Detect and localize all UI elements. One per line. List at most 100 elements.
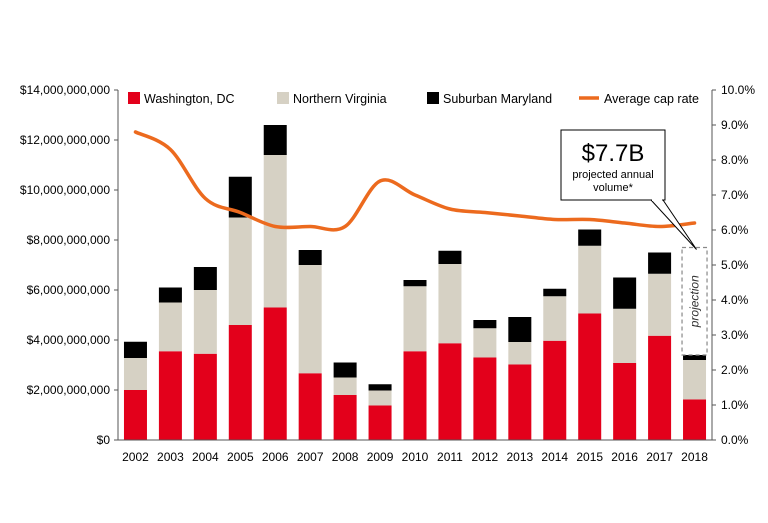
bar-2011-series-1 — [438, 264, 462, 344]
bar-2005-series-2 — [228, 176, 252, 218]
bar-2008-series-0 — [333, 395, 357, 440]
x-tick-label-2005: 2005 — [227, 450, 254, 464]
left-tick-label-1: $2,000,000,000 — [27, 383, 111, 397]
bar-2013-series-2 — [508, 317, 532, 342]
bar-2012-series-2 — [473, 320, 497, 329]
right-tick-label-9: 9.0% — [721, 118, 749, 132]
bar-2013-series-1 — [508, 342, 532, 365]
callout-line-1: projected annual — [572, 169, 653, 181]
bar-2004-series-2 — [193, 267, 217, 290]
projection-box — [681, 246, 708, 356]
bar-2014-series-2 — [543, 288, 567, 297]
x-tick-label-2018: 2018 — [681, 450, 708, 464]
right-tick-label-10: 10.0% — [721, 83, 755, 97]
bar-2006-series-1 — [263, 155, 287, 308]
bar-2007-series-0 — [298, 373, 322, 440]
line-layer — [133, 130, 697, 232]
right-tick-label-1: 1.0% — [721, 398, 749, 412]
bar-2005-series-0 — [228, 325, 252, 440]
x-tick-label-2015: 2015 — [576, 450, 603, 464]
bar-2010-series-0 — [403, 351, 427, 440]
bar-2006-series-2 — [263, 125, 287, 155]
legend: Washington, DC Northern Virginia Suburban … — [128, 92, 699, 106]
bar-2005-series-1 — [228, 217, 252, 325]
x-tick-label-2017: 2017 — [646, 450, 673, 464]
bar-2009-series-2 — [368, 384, 392, 391]
callout-line-2: volume* — [593, 182, 633, 194]
bar-2008-series-2 — [333, 362, 357, 378]
x-tick-label-2006: 2006 — [262, 450, 289, 464]
right-tick-label-4: 4.0% — [721, 293, 749, 307]
bars-layer — [123, 125, 707, 440]
right-tick-label-2: 2.0% — [721, 363, 749, 377]
callout-value: $7.7B — [582, 140, 645, 167]
bar-2017-series-0 — [648, 335, 672, 440]
bar-2004-series-0 — [193, 353, 217, 440]
legend-label-2: Suburban Maryland — [443, 92, 552, 106]
legend-swatch-0 — [128, 92, 140, 104]
bar-2017-series-1 — [648, 273, 672, 336]
bar-2002-series-2 — [123, 341, 147, 358]
bar-2012-series-1 — [473, 328, 497, 358]
bar-2002-series-1 — [123, 358, 147, 390]
x-tick-label-2003: 2003 — [157, 450, 184, 464]
bar-2013-series-0 — [508, 364, 532, 440]
left-tick-label-7: $14,000,000,000 — [20, 83, 110, 97]
x-tick-label-2016: 2016 — [611, 450, 638, 464]
line-average-cap-rate — [133, 130, 697, 232]
bar-2010-series-1 — [403, 286, 427, 352]
x-tick-label-2009: 2009 — [367, 450, 394, 464]
x-tick-label-2004: 2004 — [192, 450, 219, 464]
bar-2009-series-1 — [368, 390, 392, 406]
bar-2009-series-0 — [368, 405, 392, 440]
x-tick-label-2013: 2013 — [506, 450, 533, 464]
callout-box — [560, 129, 666, 201]
legend-swatch-1 — [277, 92, 289, 104]
left-tick-label-2: $4,000,000,000 — [27, 333, 111, 347]
bar-2004-series-1 — [193, 290, 217, 354]
x-tick-label-2002: 2002 — [122, 450, 149, 464]
axes-layer: $0 $2,000,000,000 $4,000,000,000 $6,000,000… — [20, 83, 755, 464]
bar-2008-series-1 — [333, 377, 357, 395]
right-tick-label-8: 8.0% — [721, 153, 749, 167]
bar-2017-series-2 — [648, 252, 672, 274]
right-tick-label-0: 0.0% — [721, 433, 749, 447]
bar-2016-series-0 — [613, 363, 637, 440]
x-tick-label-2011: 2011 — [437, 450, 463, 464]
left-tick-label-5: $10,000,000,000 — [20, 183, 110, 197]
left-tick-label-6: $12,000,000,000 — [20, 133, 110, 147]
callout-pointer-mask — [652, 199, 662, 201]
bar-2018-series-2 — [683, 355, 707, 360]
legend-swatch-2 — [427, 92, 439, 104]
bar-2018-series-0 — [683, 399, 707, 440]
bar-2011-series-2 — [438, 250, 462, 264]
x-tick-label-2007: 2007 — [297, 450, 324, 464]
bar-2016-series-1 — [613, 308, 637, 363]
bar-2018-series-1 — [683, 360, 707, 400]
projection-layer: projection — [681, 246, 708, 356]
right-tick-label-3: 3.0% — [721, 328, 749, 342]
bar-2010-series-2 — [403, 280, 427, 287]
bar-2003-series-2 — [158, 287, 182, 303]
legend-label-3: Average cap rate — [604, 92, 699, 106]
right-tick-label-6: 6.0% — [721, 223, 749, 237]
bar-2007-series-1 — [298, 265, 322, 374]
left-tick-label-3: $6,000,000,000 — [27, 283, 111, 297]
x-tick-label-2012: 2012 — [472, 450, 499, 464]
right-tick-label-7: 7.0% — [721, 188, 749, 202]
left-tick-label-0: $0 — [97, 433, 111, 447]
bar-2003-series-1 — [158, 302, 182, 352]
legend-label-1: Northern Virginia — [293, 92, 387, 106]
x-tick-label-2008: 2008 — [332, 450, 359, 464]
bar-2016-series-2 — [613, 277, 637, 309]
bar-2006-series-0 — [263, 307, 287, 440]
bar-2002-series-0 — [123, 390, 147, 440]
projection-label: projection — [688, 275, 702, 328]
x-tick-label-2014: 2014 — [541, 450, 568, 464]
left-tick-label-4: $8,000,000,000 — [27, 233, 111, 247]
x-tick-label-2010: 2010 — [402, 450, 429, 464]
legend-label-0: Washington, DC — [144, 92, 235, 106]
bar-2015-series-0 — [578, 313, 602, 440]
